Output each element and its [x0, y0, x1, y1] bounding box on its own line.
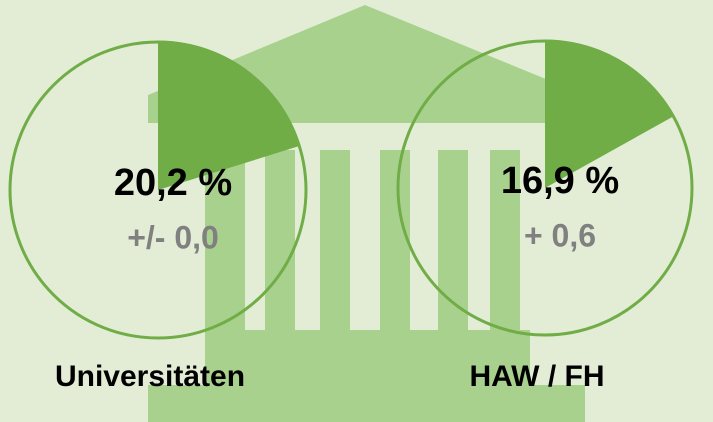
category-label: Universitäten [55, 360, 245, 393]
value-label: 20,2 % [114, 162, 232, 204]
page: 20,2 % +/- 0,0 Universitäten 16,9 % + 0,6 HAW… [0, 0, 713, 422]
infographic: 20,2 % +/- 0,0 Universitäten 16,9 % + 0,6 HAW… [0, 0, 713, 422]
pillar [265, 150, 295, 330]
change-label: +/- 0,0 [127, 219, 219, 255]
value-label: 16,9 % [501, 160, 619, 202]
category-label: HAW / FH [470, 360, 605, 393]
pillar [320, 150, 350, 330]
change-label: + 0,6 [524, 217, 596, 253]
pillar [380, 150, 410, 330]
